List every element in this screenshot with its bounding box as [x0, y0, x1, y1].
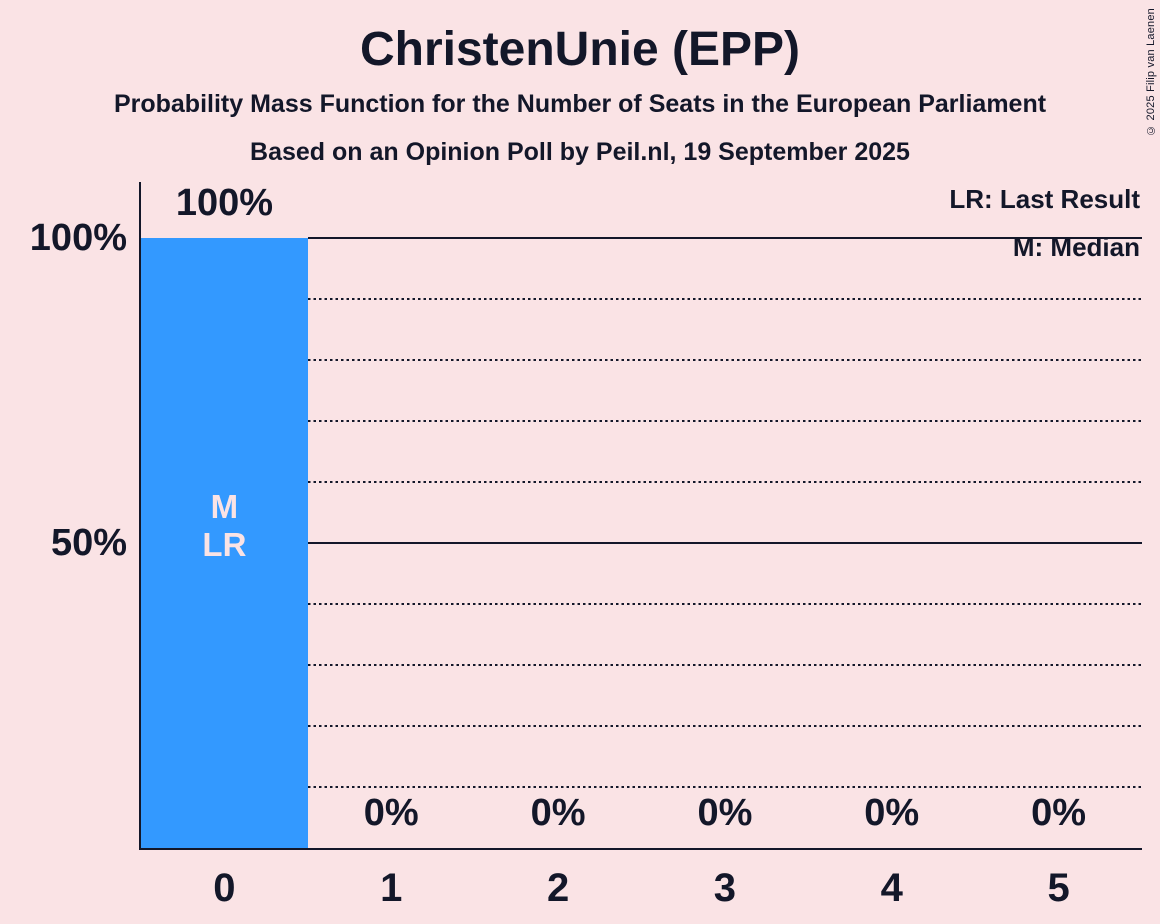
bar-value-label-5: 0% [1031, 792, 1087, 834]
chart-subtitle-line2: Based on an Opinion Poll by Peil.nl, 19 … [250, 138, 910, 166]
chart-title: ChristenUnie (EPP) [359, 23, 801, 76]
annotation-line-lr: LR [202, 526, 247, 563]
y-tick-label-100: 100% [29, 217, 127, 259]
gridline-50-solid [307, 541, 1142, 545]
gridline-100-solid [307, 236, 1142, 240]
x-tick-label-2: 2 [546, 866, 570, 910]
gridline-20-dotted [307, 724, 1142, 728]
bar-value-label-3: 0% [697, 792, 753, 834]
gridline-70-dotted [307, 419, 1142, 423]
chart-subtitle-line1: Probability Mass Function for the Number… [113, 90, 1047, 118]
x-tick-label-1: 1 [380, 866, 403, 910]
y-tick-label-50: 50% [50, 522, 127, 564]
gridline-10-dotted [307, 785, 1142, 789]
bar-value-label-0: 100% [175, 182, 274, 224]
x-tick-label-0: 0 [213, 866, 236, 910]
x-tick-label-4: 4 [880, 866, 903, 910]
plot-area: M LR 100% 0 0% 1 0% 2 0% 3 0% 4 0% 5 [139, 182, 1142, 908]
bar-value-label-4: 0% [864, 792, 920, 834]
x-tick-label-3: 3 [713, 866, 737, 910]
bar-seats-0: M LR [141, 238, 308, 848]
gridline-80-dotted [307, 358, 1142, 362]
gridline-30-dotted [307, 663, 1142, 667]
gridline-90-dotted [307, 297, 1142, 301]
x-tick-label-5: 5 [1047, 866, 1070, 910]
gridline-40-dotted [307, 602, 1142, 606]
bar-annotation-0: M LR [141, 488, 308, 564]
bar-value-label-1: 0% [363, 792, 419, 834]
bar-value-label-2: 0% [530, 792, 586, 834]
annotation-line-m: M [210, 488, 239, 525]
legend-last-result: LR: Last Result [949, 184, 1140, 214]
gridline-60-dotted [307, 480, 1142, 484]
